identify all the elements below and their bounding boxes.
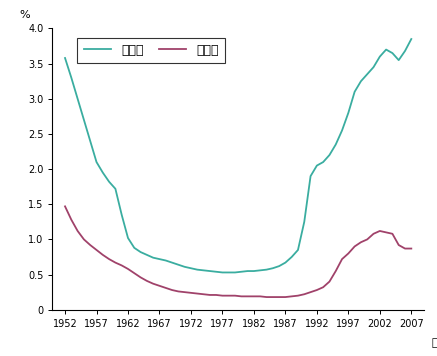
Legend: 初中校, 小学校: 初中校, 小学校: [77, 37, 225, 63]
Text: %: %: [19, 10, 30, 20]
Text: 年度: 年度: [431, 338, 437, 348]
